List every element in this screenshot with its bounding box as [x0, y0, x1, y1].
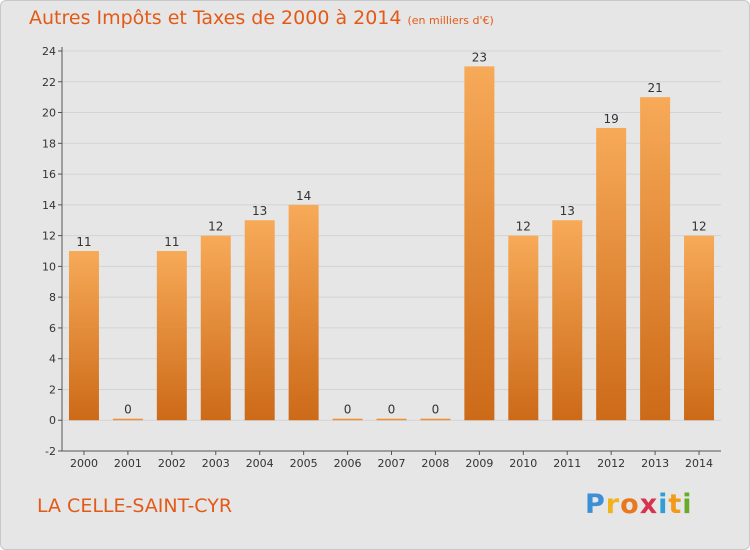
bar: [508, 235, 539, 421]
bar-value-label: 0: [432, 403, 440, 417]
bar-value-label: 0: [124, 403, 132, 417]
title-unit: (en milliers d'€): [407, 14, 494, 27]
bar: [640, 97, 671, 421]
title-text: Autres Impôts et Taxes de 2000 à 2014: [29, 7, 402, 29]
logo-letter: r: [605, 489, 621, 520]
bar-value-label: 0: [344, 403, 352, 417]
bar: [156, 251, 187, 421]
y-tick-label: 0: [49, 414, 56, 427]
bar: [464, 66, 495, 421]
x-tick-label: 2000: [70, 457, 98, 470]
x-tick-label: 2001: [114, 457, 142, 470]
bar-value-label: 13: [252, 204, 267, 218]
y-tick-label: 16: [42, 168, 56, 181]
bar: [332, 418, 363, 421]
town-name: LA CELLE-SAINT-CYR: [37, 495, 233, 517]
bar: [244, 220, 275, 421]
x-tick-label: 2005: [290, 457, 318, 470]
proxiti-logo[interactable]: Proxiti: [585, 489, 693, 520]
y-tick-label: 24: [42, 45, 56, 58]
logo-letter: x: [639, 489, 659, 520]
logo-letter: i: [682, 489, 693, 520]
y-tick-label: 20: [42, 107, 56, 120]
bar: [552, 220, 583, 421]
x-tick-label: 2004: [246, 457, 274, 470]
bar-value-label: 21: [647, 81, 662, 95]
y-tick-label: 18: [42, 137, 56, 150]
bar: [376, 418, 407, 421]
y-tick-label: 14: [42, 199, 56, 212]
x-tick-label: 2011: [553, 457, 581, 470]
x-tick-label: 2008: [421, 457, 449, 470]
y-tick-label: 10: [42, 260, 56, 273]
y-tick-label: 22: [42, 76, 56, 89]
bar: [68, 251, 99, 421]
bar-value-label: 11: [164, 235, 179, 249]
bar-value-label: 11: [76, 235, 91, 249]
bar-value-label: 0: [388, 403, 396, 417]
logo-letter: P: [585, 489, 606, 520]
x-tick-label: 2002: [158, 457, 186, 470]
bar-value-label: 14: [296, 189, 311, 203]
x-tick-label: 2007: [378, 457, 406, 470]
y-tick-label: 2: [49, 383, 56, 396]
x-tick-label: 2003: [202, 457, 230, 470]
bar: [200, 235, 231, 421]
logo-letter: i: [658, 489, 669, 520]
y-tick-label: 12: [42, 230, 56, 243]
logo-letter: t: [668, 489, 683, 520]
x-tick-label: 2010: [509, 457, 537, 470]
bar: [596, 127, 627, 421]
x-tick-label: 2009: [465, 457, 493, 470]
y-tick-label: 6: [49, 322, 56, 335]
bar: [288, 204, 319, 421]
bar: [420, 418, 451, 421]
bar-value-label: 12: [208, 220, 223, 234]
bar-value-label: 23: [472, 50, 487, 64]
y-tick-label: 8: [49, 291, 56, 304]
bar: [112, 418, 143, 421]
bar-value-label: 12: [516, 220, 531, 234]
x-tick-label: 2013: [641, 457, 669, 470]
bar-value-label: 19: [604, 112, 619, 126]
chart-title: Autres Impôts et Taxes de 2000 à 2014 (en…: [29, 7, 494, 29]
y-tick-label: 4: [49, 353, 56, 366]
x-tick-label: 2006: [334, 457, 362, 470]
x-tick-label: 2012: [597, 457, 625, 470]
bar: [684, 235, 715, 421]
bar-value-label: 12: [691, 220, 706, 234]
bar-value-label: 13: [560, 204, 575, 218]
y-tick-label: -2: [45, 445, 56, 458]
x-tick-label: 2014: [685, 457, 713, 470]
logo-letter: o: [620, 489, 640, 520]
